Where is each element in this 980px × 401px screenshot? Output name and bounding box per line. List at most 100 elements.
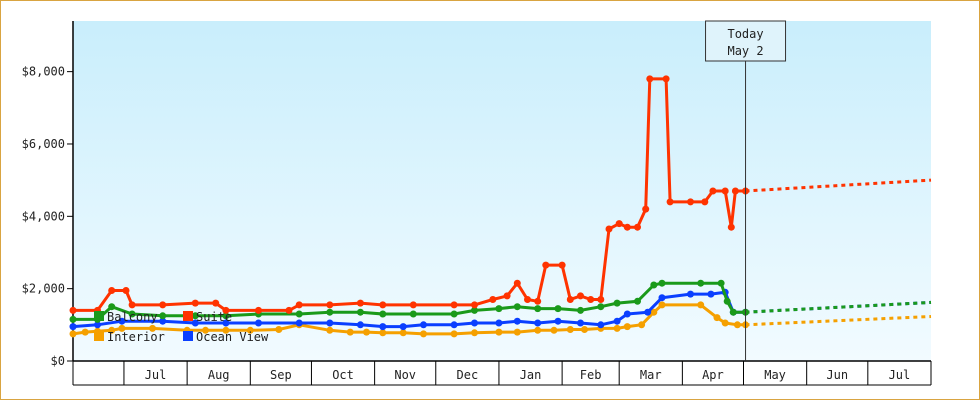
legend-label: Interior (107, 330, 165, 344)
x-tick-label: Jul (145, 368, 167, 382)
data-point-suite (191, 299, 199, 307)
data-point-balcony (495, 305, 503, 313)
data-point-interior (246, 326, 254, 334)
y-tick-label: $6,000 (22, 137, 65, 151)
legend-swatch (94, 311, 104, 321)
data-point-ocean_view (94, 321, 101, 329)
data-point-ocean_view (222, 319, 230, 327)
data-point-interior (623, 323, 631, 331)
data-point-suite (687, 198, 694, 206)
data-point-suite (122, 287, 130, 294)
legend-item-ocean_view: Ocean View (183, 330, 269, 344)
data-point-ocean_view (399, 323, 407, 331)
data-point-interior (346, 328, 354, 336)
data-point-suite (542, 261, 550, 269)
data-point-suite (662, 75, 670, 83)
data-point-suite (524, 296, 531, 303)
data-point-ocean_view (326, 319, 334, 327)
data-point-interior (69, 330, 77, 338)
data-point-interior (222, 326, 230, 334)
y-tick-label: $4,000 (22, 209, 65, 223)
x-tick-label: Dec (457, 368, 479, 382)
forecast-line-balcony (745, 300, 932, 314)
data-point-balcony (554, 305, 562, 313)
data-point-suite (212, 299, 220, 307)
series-balcony (69, 279, 932, 323)
data-point-interior (149, 324, 156, 332)
data-point-suite (558, 261, 566, 269)
x-tick-label: Apr (702, 368, 724, 382)
data-point-suite (634, 223, 641, 231)
data-point-suite (615, 220, 623, 228)
data-point-suite (222, 306, 230, 314)
data-point-interior (513, 328, 521, 336)
data-point-interior (202, 326, 209, 334)
data-point-suite (646, 75, 654, 83)
data-point-balcony (450, 310, 458, 318)
data-point-balcony (222, 312, 230, 320)
y-tick-label: $2,000 (22, 282, 65, 296)
data-point-balcony (717, 279, 725, 287)
data-point-suite (295, 301, 303, 309)
series-layer (69, 75, 932, 338)
data-point-interior (534, 326, 542, 334)
data-point-balcony (697, 279, 705, 287)
data-point-suite (285, 306, 293, 314)
data-point-interior (697, 301, 705, 309)
data-point-ocean_view (707, 290, 715, 298)
data-point-interior (363, 328, 370, 336)
data-point-balcony (379, 310, 387, 318)
today-box (705, 20, 787, 62)
data-point-interior (550, 326, 558, 334)
data-point-ocean_view (597, 321, 605, 329)
data-point-interior (733, 321, 741, 329)
data-point-ocean_view (687, 290, 694, 298)
data-point-interior (326, 326, 334, 334)
data-point-balcony (658, 279, 666, 287)
data-point-interior (108, 326, 116, 334)
data-point-suite (587, 296, 595, 303)
legend-swatch (183, 331, 193, 341)
data-point-ocean_view (658, 294, 666, 302)
x-tick-label: Jan (520, 368, 542, 382)
legend-item-balcony: Balcony (94, 310, 158, 324)
data-point-interior (81, 328, 89, 336)
today-date-label: May 2 (727, 44, 763, 58)
data-point-balcony (69, 315, 77, 323)
data-point-balcony (471, 306, 478, 314)
data-point-suite (356, 299, 364, 307)
data-point-suite (623, 223, 631, 231)
data-point-balcony (159, 312, 167, 320)
data-point-ocean_view (420, 321, 427, 329)
data-point-ocean_view (356, 321, 364, 329)
data-point-suite (566, 296, 574, 303)
data-point-balcony (650, 281, 658, 289)
data-point-suite (727, 223, 735, 231)
data-point-interior (379, 329, 387, 337)
data-point-suite (159, 301, 167, 309)
x-tick-label: Oct (332, 368, 354, 382)
data-point-balcony (191, 312, 199, 320)
x-tick-label: Nov (394, 368, 416, 382)
legend: Balcony Suite Interior Ocean View (94, 310, 269, 344)
data-point-suite (69, 306, 77, 314)
data-point-suite (597, 296, 605, 303)
today-marker: Today May 2 (705, 20, 787, 361)
data-point-balcony (128, 310, 136, 318)
x-tick-label: Jun (826, 368, 848, 382)
data-point-ocean_view (191, 319, 199, 327)
series-suite (69, 75, 932, 314)
data-point-ocean_view (534, 319, 542, 327)
data-point-interior (450, 330, 458, 338)
data-point-suite (642, 205, 650, 213)
today-label: Today (727, 27, 763, 41)
data-point-ocean_view (69, 323, 77, 331)
data-point-interior (650, 308, 658, 316)
data-point-suite (701, 198, 709, 206)
data-point-suite (605, 225, 613, 233)
y-axis: $0 $2,000 $4,000 $6,000 $8,000 (22, 21, 74, 368)
data-point-suite (108, 287, 116, 294)
data-point-suite (577, 292, 584, 300)
data-point-interior (658, 301, 666, 309)
data-point-ocean_view (577, 319, 584, 327)
